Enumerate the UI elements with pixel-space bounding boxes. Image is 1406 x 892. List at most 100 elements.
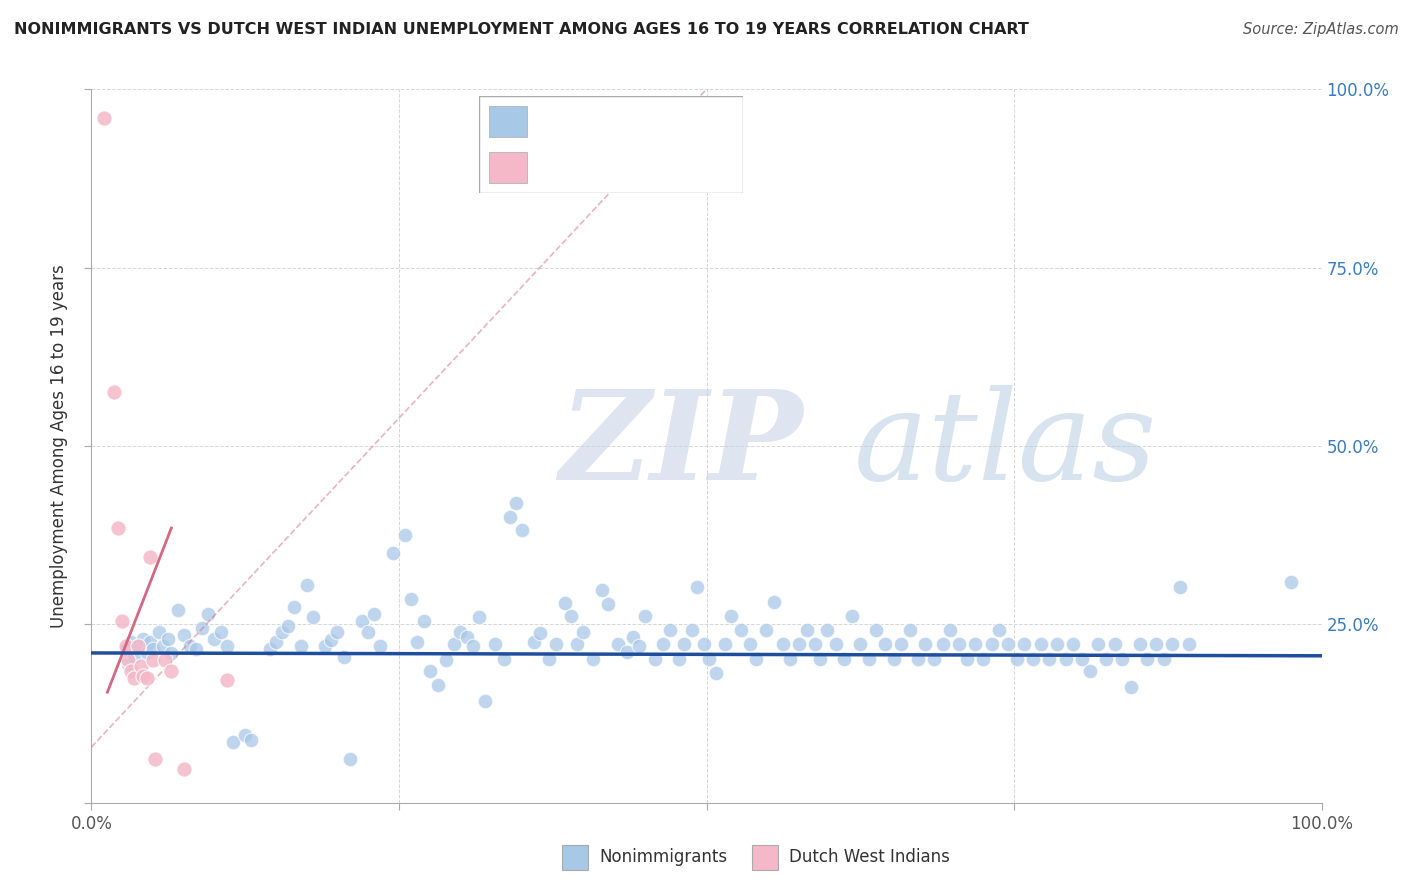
- Point: [505, 496, 527, 510]
- Point: [381, 546, 404, 560]
- Point: [173, 762, 195, 776]
- Point: [468, 610, 491, 624]
- Point: [443, 637, 465, 651]
- Point: [132, 669, 155, 683]
- Point: [883, 651, 905, 665]
- Point: [434, 653, 457, 667]
- Point: [898, 623, 921, 637]
- Point: [621, 630, 644, 644]
- Point: [321, 633, 343, 648]
- Point: [135, 671, 157, 685]
- Point: [652, 637, 675, 651]
- Point: [1136, 651, 1159, 665]
- Point: [972, 651, 994, 665]
- Point: [693, 637, 716, 651]
- Point: [191, 621, 214, 635]
- Point: [139, 635, 162, 649]
- Point: [332, 649, 354, 664]
- Point: [546, 637, 568, 651]
- Point: [745, 651, 768, 665]
- Point: [103, 385, 125, 400]
- Point: [419, 664, 441, 678]
- Point: [1087, 637, 1109, 651]
- Point: [117, 657, 139, 671]
- Point: [988, 623, 1011, 637]
- Point: [606, 637, 628, 651]
- Point: [754, 623, 776, 637]
- Point: [997, 637, 1019, 651]
- Point: [1054, 651, 1077, 665]
- Point: [160, 646, 183, 660]
- Point: [179, 639, 201, 653]
- Point: [160, 664, 183, 678]
- Point: [772, 637, 794, 651]
- Point: [815, 623, 838, 637]
- Point: [184, 642, 207, 657]
- Point: [1144, 637, 1167, 651]
- Point: [787, 637, 810, 651]
- Text: NONIMMIGRANTS VS DUTCH WEST INDIAN UNEMPLOYMENT AMONG AGES 16 TO 19 YEARS CORREL: NONIMMIGRANTS VS DUTCH WEST INDIAN UNEMP…: [14, 22, 1029, 37]
- Point: [738, 637, 761, 651]
- Point: [129, 658, 152, 673]
- Point: [865, 623, 887, 637]
- Point: [145, 751, 166, 765]
- Point: [1104, 637, 1126, 651]
- Point: [314, 639, 336, 653]
- Point: [808, 651, 831, 665]
- Point: [873, 637, 896, 651]
- Point: [697, 651, 720, 665]
- Point: [763, 594, 786, 608]
- Point: [166, 603, 188, 617]
- Point: [124, 649, 146, 664]
- Point: [148, 624, 170, 639]
- Point: [370, 639, 392, 653]
- Point: [720, 608, 742, 623]
- Point: [890, 637, 912, 651]
- Point: [824, 637, 846, 651]
- Point: [412, 614, 434, 628]
- Point: [156, 632, 179, 646]
- Point: [492, 651, 515, 665]
- Point: [233, 728, 256, 742]
- Point: [197, 607, 219, 621]
- Point: [841, 608, 863, 623]
- Point: [922, 651, 945, 665]
- Point: [427, 678, 450, 692]
- Point: [1046, 637, 1069, 651]
- Point: [537, 651, 560, 665]
- Point: [1012, 637, 1035, 651]
- Point: [406, 635, 429, 649]
- Point: [1070, 651, 1092, 665]
- Point: [152, 639, 174, 653]
- Point: [596, 598, 619, 612]
- Point: [339, 751, 361, 765]
- Point: [107, 521, 129, 535]
- Point: [461, 639, 484, 653]
- Point: [1119, 680, 1142, 694]
- Point: [980, 637, 1002, 651]
- Point: [714, 637, 737, 651]
- Point: [456, 630, 478, 644]
- Point: [277, 619, 299, 633]
- Point: [1021, 651, 1043, 665]
- Text: atlas: atlas: [853, 385, 1157, 507]
- Point: [271, 624, 294, 639]
- Point: [153, 653, 177, 667]
- Point: [730, 623, 752, 637]
- Point: [363, 607, 385, 621]
- Point: [948, 637, 970, 651]
- Point: [295, 578, 318, 592]
- Point: [591, 583, 613, 598]
- Point: [124, 671, 146, 685]
- Point: [1168, 580, 1191, 594]
- Point: [704, 665, 728, 680]
- Point: [1160, 637, 1182, 651]
- Point: [560, 608, 582, 623]
- Point: [668, 651, 690, 665]
- Point: [132, 632, 155, 646]
- Point: [832, 651, 855, 665]
- Point: [1153, 651, 1175, 665]
- Point: [582, 651, 605, 665]
- Point: [142, 642, 165, 657]
- Point: [142, 653, 165, 667]
